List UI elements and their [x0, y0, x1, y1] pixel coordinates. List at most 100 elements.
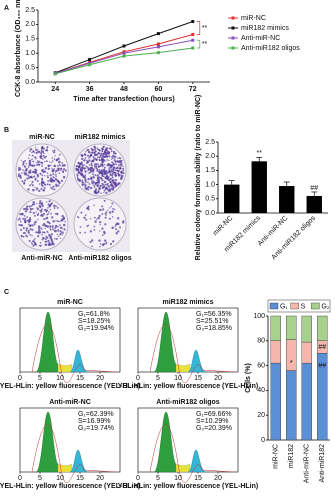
- colony: [93, 216, 96, 219]
- colony: [108, 211, 112, 214]
- colony: [81, 183, 84, 186]
- colony: [108, 159, 110, 161]
- colony: [86, 154, 90, 157]
- colony: [114, 174, 117, 177]
- plate-label: Anti-miR-NC: [21, 255, 63, 262]
- colony: [102, 183, 105, 186]
- colony: [121, 175, 124, 177]
- colony: [43, 186, 46, 189]
- colony: [21, 213, 24, 215]
- colony: [25, 172, 28, 174]
- flow-title: Anti-miR-NC: [49, 399, 91, 406]
- colony: [122, 167, 125, 170]
- colony: [115, 232, 118, 235]
- colony: [85, 181, 87, 183]
- colony: [80, 161, 83, 164]
- colony: [109, 178, 112, 181]
- colony: [42, 180, 45, 183]
- colony: [51, 225, 54, 229]
- x-tick-label: miR-NC: [273, 444, 280, 469]
- colony: [41, 174, 44, 177]
- flow-x-tick-label: 20: [96, 375, 104, 382]
- colony: [41, 178, 43, 181]
- colony: [56, 233, 58, 236]
- colony: [101, 150, 103, 153]
- colony: [93, 229, 96, 231]
- s-phase: [57, 363, 73, 373]
- colony: [44, 174, 46, 177]
- colony: [118, 157, 121, 159]
- colony: [34, 238, 36, 240]
- plate-label: miR-NC: [29, 134, 55, 141]
- colony: [40, 208, 43, 211]
- colony: [104, 243, 107, 245]
- colony: [97, 148, 99, 151]
- colony: [112, 150, 116, 154]
- colony: [111, 176, 114, 179]
- colony: [93, 151, 96, 154]
- colony: [53, 164, 56, 168]
- colony: [52, 185, 55, 188]
- x-tick-label: Anti-miR182: [319, 444, 326, 483]
- point: [88, 63, 92, 67]
- annotation: ##: [318, 344, 326, 351]
- colony: [95, 163, 98, 166]
- colony: [90, 239, 94, 242]
- colony: [29, 163, 31, 166]
- x-tick-label: 60: [155, 86, 163, 93]
- panel-label: A: [4, 5, 9, 12]
- flow-stat: G₁=61.8%: [78, 311, 110, 318]
- y-axis-label: Cells (%): [245, 363, 252, 393]
- colony: [58, 163, 61, 165]
- colony: [116, 183, 119, 186]
- flow-x-tick-label: 10: [56, 475, 64, 482]
- bar-segment: [301, 341, 312, 364]
- colony: [31, 171, 34, 174]
- colony: [108, 187, 111, 189]
- colony: [57, 157, 60, 161]
- colony: [110, 148, 112, 150]
- colony: [28, 154, 31, 157]
- colony: [105, 183, 109, 186]
- colony: [50, 212, 52, 215]
- colony: [103, 199, 106, 202]
- colony: [93, 165, 96, 168]
- colony: [76, 177, 80, 181]
- flow-x-tick-label: 0: [136, 375, 140, 382]
- colony: [97, 216, 100, 220]
- colony: [23, 218, 26, 221]
- colony: [121, 170, 124, 173]
- colony: [33, 175, 36, 178]
- bar: [306, 195, 322, 213]
- colony: [34, 171, 38, 174]
- colony: [92, 159, 95, 162]
- colony: [29, 169, 32, 172]
- colony: [46, 172, 49, 174]
- flow-x-tick-label: 0: [18, 375, 22, 382]
- y-axis-label: Relative colony formation ability (ratio…: [195, 95, 202, 261]
- colony: [18, 169, 21, 172]
- colony: [91, 151, 93, 154]
- fit-line: [149, 324, 235, 384]
- colony: [51, 202, 53, 204]
- fit-line: [31, 424, 117, 484]
- flow-x-tick-label: 5: [156, 375, 160, 382]
- colony: [100, 156, 102, 158]
- legend-swatch: [311, 302, 320, 310]
- colony: [46, 183, 49, 186]
- colony: [18, 217, 21, 220]
- colony: [103, 191, 105, 194]
- colony: [114, 157, 116, 160]
- x-tick-label: 48: [120, 86, 128, 93]
- colony: [51, 161, 53, 164]
- colony: [101, 227, 104, 230]
- colony: [29, 159, 32, 162]
- bar: [224, 184, 240, 213]
- colony: [52, 171, 54, 173]
- colony: [63, 228, 66, 231]
- colony: [24, 210, 28, 213]
- colony: [52, 173, 55, 176]
- x-tick-label: miR-NC: [212, 215, 235, 238]
